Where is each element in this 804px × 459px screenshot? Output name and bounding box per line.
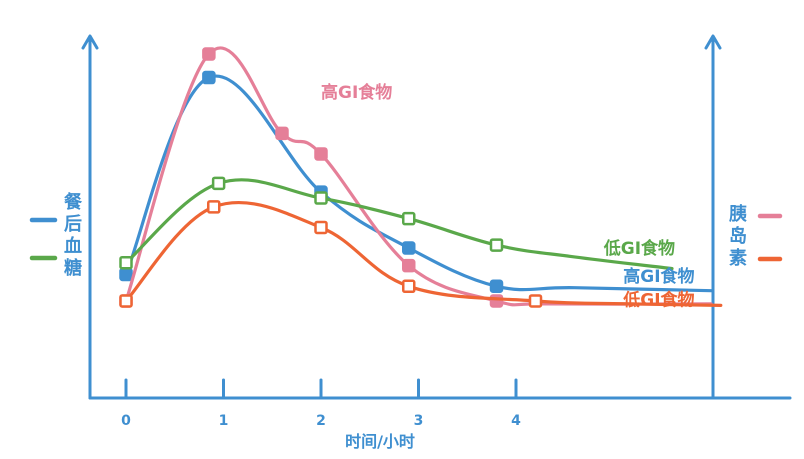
series-annotation-2: 高GI食物 bbox=[623, 266, 694, 287]
series-2-point-3 bbox=[402, 211, 416, 226]
right-y-axis-label-char-0: 胰 bbox=[728, 203, 747, 225]
series-3-point-0 bbox=[119, 294, 133, 308]
series-3-point-3 bbox=[402, 279, 416, 294]
series-0-point-1 bbox=[202, 70, 216, 85]
x-tick-label-0: 0 bbox=[121, 413, 131, 429]
left-y-axis-label-char-2: 血 bbox=[64, 235, 82, 257]
series-1-point-2 bbox=[275, 126, 289, 141]
series-0-point-0 bbox=[119, 267, 133, 282]
series-0-point-4 bbox=[489, 279, 504, 294]
right-y-axis-arrow bbox=[704, 34, 722, 50]
series-1-point-4 bbox=[402, 258, 416, 273]
series-3-point-1 bbox=[207, 200, 221, 214]
left-y-axis-label-char-0: 餐 bbox=[63, 191, 83, 213]
series-2-point-1 bbox=[211, 176, 226, 191]
x-tick-label-1: 1 bbox=[219, 413, 229, 429]
series-annotation-0: 高GI食物 bbox=[321, 82, 392, 103]
series-0-point-3 bbox=[402, 241, 416, 255]
x-axis-label: 时间/小时 bbox=[345, 432, 415, 451]
x-tick-label-3: 3 bbox=[414, 413, 424, 429]
right-y-axis-label-char-1: 岛 bbox=[729, 225, 747, 247]
series-1-point-3 bbox=[314, 147, 328, 161]
series-3-point-4 bbox=[528, 294, 543, 308]
right-y-axis-label-char-2: 素 bbox=[729, 248, 747, 269]
series-2-point-2 bbox=[314, 191, 328, 205]
left-y-axis-label-char-3: 糖 bbox=[64, 257, 82, 279]
series-1-point-5 bbox=[489, 294, 504, 308]
x-tick-label-4: 4 bbox=[511, 413, 521, 429]
series-2-point-0 bbox=[119, 255, 133, 270]
left-y-axis-label-char-1: 后 bbox=[64, 214, 82, 235]
series-2-point-4 bbox=[489, 238, 504, 252]
series-1-point-1 bbox=[202, 47, 216, 61]
series-3-point-2 bbox=[314, 220, 328, 235]
series-annotation-3: 低GI食物 bbox=[622, 289, 694, 310]
series-annotation-1: 低GI食物 bbox=[603, 238, 675, 259]
x-tick-label-2: 2 bbox=[316, 413, 326, 429]
left-y-axis-arrow bbox=[81, 34, 99, 50]
